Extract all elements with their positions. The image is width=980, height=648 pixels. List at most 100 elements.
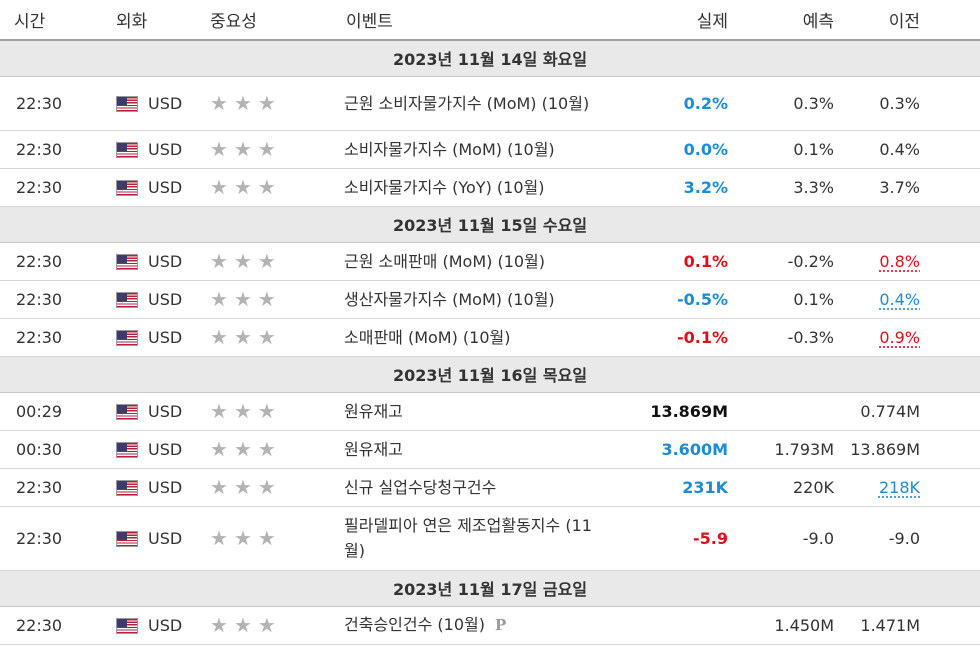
importance-stars: ★ ★ ★ [196,168,332,207]
star-icon: ★ [257,249,276,274]
star-icon: ★ [210,287,228,312]
currency-cell: USD [100,280,196,319]
event-name[interactable]: 건축승인건수 (10월) [344,615,485,634]
event-row[interactable]: 22:30 USD ★ ★ ★ 필라델피아 연은 제조업활동지수 (11월) -5.… [0,506,980,571]
header-currency[interactable]: 외화 [100,0,196,41]
importance-stars: ★ ★ ★ [196,606,332,645]
star-icon: ★ [210,399,228,424]
previous-value: -9.0 [842,506,980,571]
star-icon: ★ [233,399,252,424]
star-icon: ★ [233,91,252,116]
previous-value: 3.7% [842,168,980,207]
previous-value: 0.9% [842,318,980,357]
revised-previous-link[interactable]: 0.8% [879,251,920,271]
event-row[interactable]: 22:30 USD ★ ★ ★ 소비자물가지수 (MoM) (10월) 0.0% 0… [0,130,980,169]
event-row[interactable]: 00:30 USD ★ ★ ★ 원유재고 3.600M 1.793M 13.869M [0,430,980,469]
star-icon: ★ [257,475,276,500]
header-importance[interactable]: 중요성 [196,0,332,41]
previous-value: 13.869M [842,430,980,469]
event-row[interactable]: 22:30 USD ★ ★ ★ 소매판매 (MoM) (10월) -0.1% -0.… [0,318,980,357]
currency-cell: USD [100,430,196,469]
day-label: 2023년 11월 17일 금요일 [0,569,980,607]
event-name[interactable]: 신규 실업수당청구건수 [332,468,622,507]
event-name[interactable]: 소비자물가지수 (MoM) (10월) [332,130,622,169]
currency-cell: USD [100,506,196,571]
event-name[interactable]: 소매판매 (MoM) (10월) [332,318,622,357]
header-event[interactable]: 이벤트 [332,0,622,41]
event-name[interactable]: 근원 소매판매 (MoM) (10월) [332,242,622,281]
event-name[interactable]: 생산자물가지수 (MoM) (10월) [332,280,622,319]
forecast-value: -0.3% [742,318,842,357]
star-icon: ★ [257,526,276,551]
revised-previous-link[interactable]: 0.9% [879,327,920,347]
event-row[interactable]: 22:30 USD ★ ★ ★ 신규 실업수당청구건수 231K 220K 218K [0,468,980,507]
currency-cell: USD [100,318,196,357]
importance-stars: ★ ★ ★ [196,76,332,131]
star-icon: ★ [257,437,276,462]
event-name[interactable]: 원유재고 [332,392,622,431]
revised-previous-link[interactable]: 0.4% [879,289,920,309]
event-row[interactable]: 22:30 USD ★ ★ ★ 생산자물가지수 (MoM) (10월) -0.5% … [0,280,980,319]
event-time: 00:30 [0,430,100,469]
event-row[interactable]: 22:30 USD ★ ★ ★ 근원 소매판매 (MoM) (10월) 0.1% -… [0,242,980,281]
day-label: 2023년 11월 16일 목요일 [0,355,980,393]
star-icon: ★ [233,475,252,500]
star-icon: ★ [257,613,276,638]
importance-stars: ★ ★ ★ [196,506,332,571]
event-name[interactable]: 필라델피아 연은 제조업활동지수 (11월) [332,506,622,571]
event-time: 22:30 [0,606,100,645]
header-row: 시간 외화 중요성 이벤트 실제 예측 이전 [0,0,980,41]
us-flag-icon [116,329,138,346]
header-previous[interactable]: 이전 [842,0,980,41]
actual-value: 231K [622,468,742,507]
us-flag-icon [116,403,138,420]
currency-code: USD [148,616,183,635]
forecast-value: 1.450M [742,606,842,645]
actual-value: 3.600M [622,430,742,469]
us-flag-icon [116,291,138,308]
previous-value: 218K [842,468,980,507]
actual-value: -0.1% [622,318,742,357]
header-actual[interactable]: 실제 [622,0,742,41]
event-row[interactable]: 22:30 USD ★ ★ ★ 소비자물가지수 (YoY) (10월) 3.2% 3… [0,168,980,207]
day-header: 2023년 11월 15일 수요일 [0,205,980,243]
event-row[interactable]: 22:30 USD ★ ★ ★ 건축승인건수 (10월) P 1.450M 1.471… [0,606,980,645]
star-icon: ★ [210,526,228,551]
event-row[interactable]: 22:30 USD ★ ★ ★ 근원 소비자물가지수 (MoM) (10월) 0.2… [0,76,980,131]
event-time: 22:30 [0,280,100,319]
currency-code: USD [148,94,183,113]
revised-previous-link[interactable]: 218K [878,477,920,497]
day-header: 2023년 11월 17일 금요일 [0,569,980,607]
star-icon: ★ [233,325,252,350]
event-row[interactable]: 00:29 USD ★ ★ ★ 원유재고 13.869M 0.774M [0,392,980,431]
header-forecast[interactable]: 예측 [742,0,842,41]
star-icon: ★ [233,287,252,312]
event-name[interactable]: 근원 소비자물가지수 (MoM) (10월) [332,76,622,131]
currency-cell: USD [100,468,196,507]
currency-cell: USD [100,76,196,131]
us-flag-icon [116,441,138,458]
actual-value: 13.869M [622,392,742,431]
currency-code: USD [148,529,183,548]
previous-value: 1.471M [842,606,980,645]
us-flag-icon [116,617,138,634]
currency-code: USD [148,140,183,159]
star-icon: ★ [210,325,228,350]
previous-value: 0.4% [842,280,980,319]
us-flag-icon [116,141,138,158]
header-time[interactable]: 시간 [0,0,100,41]
us-flag-icon [116,253,138,270]
star-icon: ★ [233,613,252,638]
importance-stars: ★ ★ ★ [196,392,332,431]
importance-stars: ★ ★ ★ [196,242,332,281]
event-name[interactable]: 소비자물가지수 (YoY) (10월) [332,168,622,207]
star-icon: ★ [210,175,228,200]
star-icon: ★ [257,137,276,162]
event-name[interactable]: 원유재고 [332,430,622,469]
day-header: 2023년 11월 16일 목요일 [0,355,980,393]
currency-cell: USD [100,606,196,645]
preliminary-icon[interactable]: P [494,616,507,634]
previous-value: 0.4% [842,130,980,169]
